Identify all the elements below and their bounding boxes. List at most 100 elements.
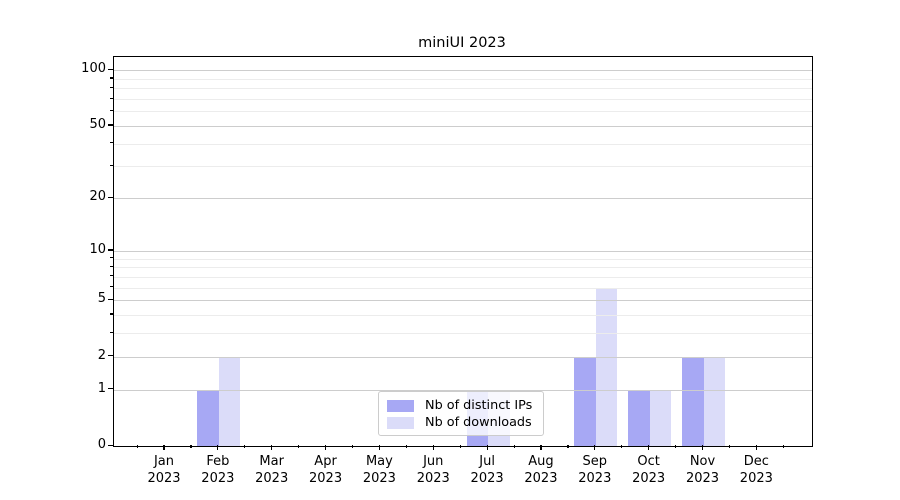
y-axis-label-20: 20 [89,189,106,205]
bar-downloads-nov-2023 [703,356,725,446]
y-axis-minor-tick-80 [110,86,113,88]
x-axis-label-may: May 2023 [362,454,396,486]
x-axis-label-sep: Sep 2023 [578,454,612,486]
x-axis-label-nov: Nov 2023 [685,454,720,486]
x-axis-minor-tick-11 [728,445,731,448]
x-axis-label-feb: Feb 2023 [201,454,235,486]
gridline-minor-6 [114,287,812,289]
bar-distinct-ips-nov-2023 [682,356,704,446]
y-axis-minor-tick-7 [110,275,113,277]
x-axis-tick-mar [271,445,273,450]
x-axis-tick-may [378,445,380,450]
y-axis-label-1: 1 [97,380,106,396]
y-axis-label-100: 100 [81,61,106,77]
bar-distinct-ips-oct-2023 [628,389,650,446]
x-axis-minor-tick-4 [352,445,354,448]
bar-downloads-sep-2023 [595,287,618,446]
x-axis-label-jan: Jan 2023 [147,454,181,486]
legend-row-distinct-ips: Nb of distinct IPs [387,398,535,413]
y-axis-label-50: 50 [89,116,106,132]
x-axis-minor-tick-3 [298,445,300,448]
bar-distinct-ips-feb-2023 [197,389,219,446]
y-axis-minor-tick-3 [110,331,113,333]
y-axis-minor-tick-8 [110,265,113,267]
plot-area [113,56,813,447]
x-axis-tick-sep [594,445,596,450]
y-axis-minor-tick-30 [110,164,113,167]
y-axis-tick-100 [108,68,113,71]
x-axis-label-jun: Jun 2023 [416,454,450,486]
gridline-minor-90 [114,78,812,80]
legend-label-distinct-ips: Nb of distinct IPs [425,398,533,413]
gridline-minor-7 [114,276,812,278]
bar-downloads-feb-2023 [218,356,241,446]
x-axis-label-mar: Mar 2023 [255,454,289,486]
gridline-minor-30 [114,166,812,168]
gridline-minor-80 [114,88,812,90]
gridline-major-50 [114,125,812,127]
x-axis-minor-tick-6 [459,445,461,448]
gridline-minor-60 [114,111,812,113]
legend: Nb of distinct IPs Nb of downloads [378,391,544,436]
y-axis-minor-tick-70 [110,97,113,99]
x-axis-tick-jan [163,445,165,450]
legend-row-downloads: Nb of downloads [387,415,535,430]
y-axis-label-2: 2 [97,347,106,363]
x-axis-minor-tick-5 [405,445,408,448]
y-axis-label-5: 5 [97,291,106,307]
gridline-minor-4 [114,314,812,316]
gridline-minor-9 [114,258,812,260]
x-axis-label-dec: Dec 2023 [739,454,773,486]
y-axis-minor-tick-40 [110,142,113,144]
x-axis-label-jul: Jul 2023 [470,454,504,486]
x-axis-minor-tick-12 [782,445,784,448]
x-axis-minor-tick-10 [675,445,677,448]
gridline-minor-3 [114,333,812,335]
y-axis-tick-50 [108,124,113,126]
x-axis-minor-tick-7 [513,445,515,448]
y-axis-tick-5 [108,298,113,300]
legend-label-downloads: Nb of downloads [425,415,532,430]
gridline-minor-40 [114,143,812,145]
y-axis-tick-20 [108,196,113,198]
y-axis-tick-0 [108,444,113,446]
x-axis-minor-tick-9 [621,445,623,448]
x-axis-minor-tick-0 [136,445,138,448]
gridline-minor-70 [114,99,812,101]
gridline-minor-8 [114,267,812,269]
gridline-major-20 [114,198,812,200]
y-axis-minor-tick-4 [110,313,113,315]
bar-downloads-oct-2023 [649,389,672,446]
x-axis-tick-apr [324,445,327,450]
y-axis-minor-tick-90 [110,77,113,79]
gridline-major-5 [114,300,812,302]
x-axis-tick-aug [540,445,542,450]
x-axis-tick-jun [432,445,434,450]
gridline-major-100 [114,70,812,72]
y-axis-label-10: 10 [89,241,106,257]
x-axis-minor-tick-8 [567,445,569,448]
y-axis-tick-2 [108,355,113,357]
x-axis-tick-oct [648,445,650,450]
gridline-major-10 [114,250,812,252]
bar-distinct-ips-sep-2023 [574,356,596,446]
x-axis-label-apr: Apr 2023 [309,454,343,486]
legend-swatch-distinct-ips-icon [387,399,414,412]
y-axis-minor-tick-60 [110,109,113,112]
x-axis-label-aug: Aug 2023 [524,454,558,486]
y-axis-minor-tick-9 [110,257,113,259]
y-axis-tick-1 [108,388,113,390]
x-axis-tick-feb [217,445,219,450]
y-axis-minor-tick-6 [110,286,113,288]
x-axis-label-oct: Oct 2023 [632,454,666,486]
x-axis-tick-dec [755,445,757,450]
x-axis-tick-nov [701,445,704,450]
x-axis-tick-jul [486,445,488,450]
y-axis-tick-10 [108,249,113,251]
x-axis-minor-tick-2 [244,445,246,448]
legend-swatch-downloads-icon [387,416,414,429]
chart-title: miniUI 2023 [418,35,506,51]
x-axis-minor-tick-1 [190,445,192,448]
y-axis-label-0: 0 [97,437,106,452]
